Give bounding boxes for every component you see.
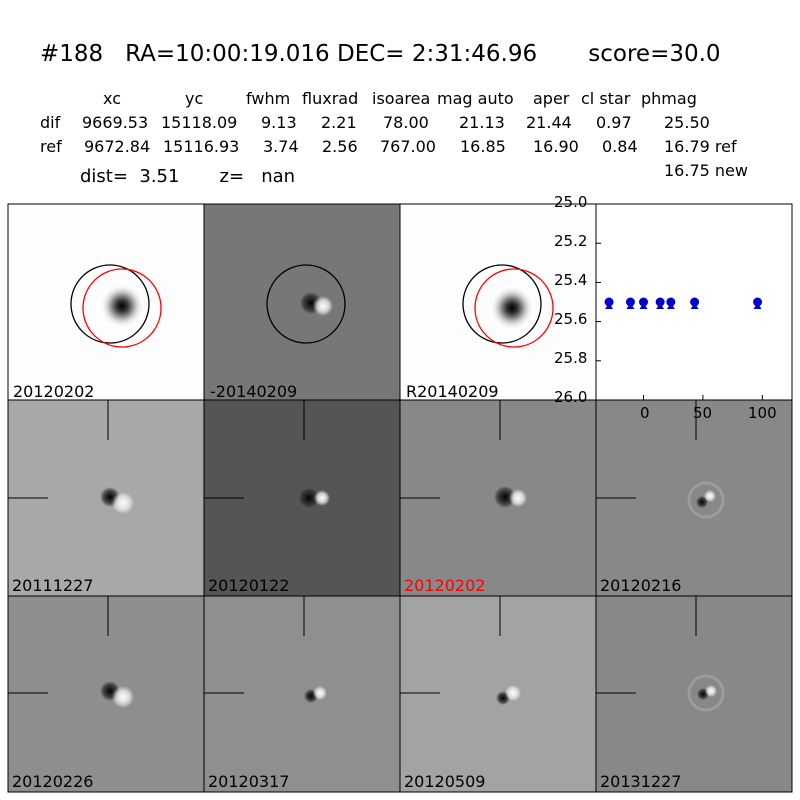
lightcurve-point	[604, 297, 614, 307]
table-cell: 16.90	[533, 137, 579, 156]
panel-label: 20131227	[600, 772, 682, 791]
y-tick-label: 25.8	[554, 349, 588, 367]
table-cell: 0.84	[602, 137, 638, 156]
table-cell: 16.85	[460, 137, 506, 156]
table-cell: 2.21	[321, 113, 357, 132]
row-label-dif: dif	[40, 113, 61, 132]
col-header-mag-auto: mag auto	[437, 89, 514, 108]
panel-label: 20120122	[208, 576, 290, 595]
col-header-yc: yc	[185, 89, 204, 108]
dipole-light	[705, 685, 717, 697]
lightcurve-point-marker	[605, 303, 614, 309]
dipole-light	[314, 490, 330, 506]
lightcurve-point-marker	[656, 303, 665, 309]
lightcurve-point	[655, 297, 665, 307]
page-title: #188 RA=10:00:19.016 DEC= 2:31:46.96 sco…	[40, 41, 721, 67]
aperture-circle	[70, 264, 150, 344]
y-tick-label: 26.0	[554, 388, 588, 406]
dist-z-line: dist= 3.51 z= nan	[80, 166, 296, 187]
col-header-cl-star: cl star	[581, 89, 631, 108]
ring-artifact	[687, 674, 725, 712]
table-cell: 2.56	[322, 137, 358, 156]
lightcurve-point	[666, 297, 676, 307]
table-cell: 9.13	[261, 113, 297, 132]
panel-label: -20140209	[210, 382, 298, 401]
col-header-phmag: phmag	[641, 89, 697, 108]
col-header-aper: aper	[533, 89, 570, 108]
table-cell: 767.00	[380, 137, 436, 156]
x-tick-label: 100	[748, 404, 777, 422]
epoch-thumbnail	[203, 595, 401, 793]
row-label-ref: ref	[40, 137, 62, 156]
panel-label: 20120226	[12, 772, 94, 791]
dipole-light	[313, 686, 327, 700]
lightcurve-ticks	[596, 203, 763, 401]
panel-label: 20120317	[208, 772, 290, 791]
table-cell: 15118.09	[161, 113, 238, 132]
aperture-circle-red	[82, 268, 162, 348]
epoch-thumbnail	[595, 595, 793, 793]
lightcurve-points	[604, 297, 763, 309]
table-cell: 25.50	[664, 113, 710, 132]
panel-label: 20120202	[13, 382, 95, 401]
table-cell: 16.79 ref	[664, 137, 737, 156]
dipole-light	[112, 492, 134, 514]
panel-label: 20120216	[600, 576, 682, 595]
table-cell: 9672.84	[84, 137, 151, 156]
col-header-isoarea: isoarea	[372, 89, 431, 108]
lightcurve-point	[639, 297, 649, 307]
lightcurve-point-marker	[626, 303, 635, 309]
panel-label: 20111227	[12, 576, 94, 595]
lightcurve-point	[690, 297, 700, 307]
panel-label: 20120509	[404, 772, 486, 791]
x-tick-label: 0	[640, 404, 650, 422]
ring-artifact	[687, 481, 725, 519]
y-tick-label: 25.4	[554, 271, 588, 289]
dipole-light	[509, 489, 527, 507]
dipole-light	[112, 686, 134, 708]
panel-label-highlighted: 20120202	[404, 576, 486, 595]
lightcurve-point-marker	[690, 303, 699, 309]
col-header-fluxrad: fluxrad	[302, 89, 359, 108]
y-tick-label: 25.0	[554, 193, 588, 211]
aperture-circle	[462, 264, 542, 344]
phmag-new: 16.75 new	[664, 161, 748, 180]
dipole-light	[704, 490, 716, 502]
table-cell: 15116.93	[163, 137, 240, 156]
table-cell: 21.44	[526, 113, 572, 132]
aperture-circle-red	[474, 268, 554, 348]
star-source	[490, 286, 534, 330]
lightcurve-point-marker	[639, 303, 648, 309]
x-tick-label: 50	[693, 404, 713, 422]
table-cell: 0.97	[596, 113, 632, 132]
table-cell: 3.74	[263, 137, 299, 156]
table-cell: 21.13	[459, 113, 505, 132]
col-header-fwhm: fwhm	[246, 89, 291, 108]
star-source	[100, 284, 144, 328]
table-cell: 78.00	[383, 113, 429, 132]
lightcurve-point	[625, 297, 635, 307]
lightcurve-point-marker	[753, 303, 762, 309]
dipole-dark	[299, 488, 319, 508]
table-cell: 9669.53	[82, 113, 149, 132]
y-tick-label: 25.2	[554, 232, 588, 250]
aperture-circle	[266, 264, 346, 344]
panel-label: R20140209	[406, 382, 499, 401]
y-tick-label: 25.6	[554, 310, 588, 328]
lightcurve-point	[753, 297, 763, 307]
col-header-xc: xc	[103, 89, 121, 108]
crosshair-markers	[8, 400, 697, 694]
dipole-light	[505, 685, 521, 701]
lightcurve-point-marker	[666, 303, 675, 309]
dipole-light	[313, 296, 333, 316]
